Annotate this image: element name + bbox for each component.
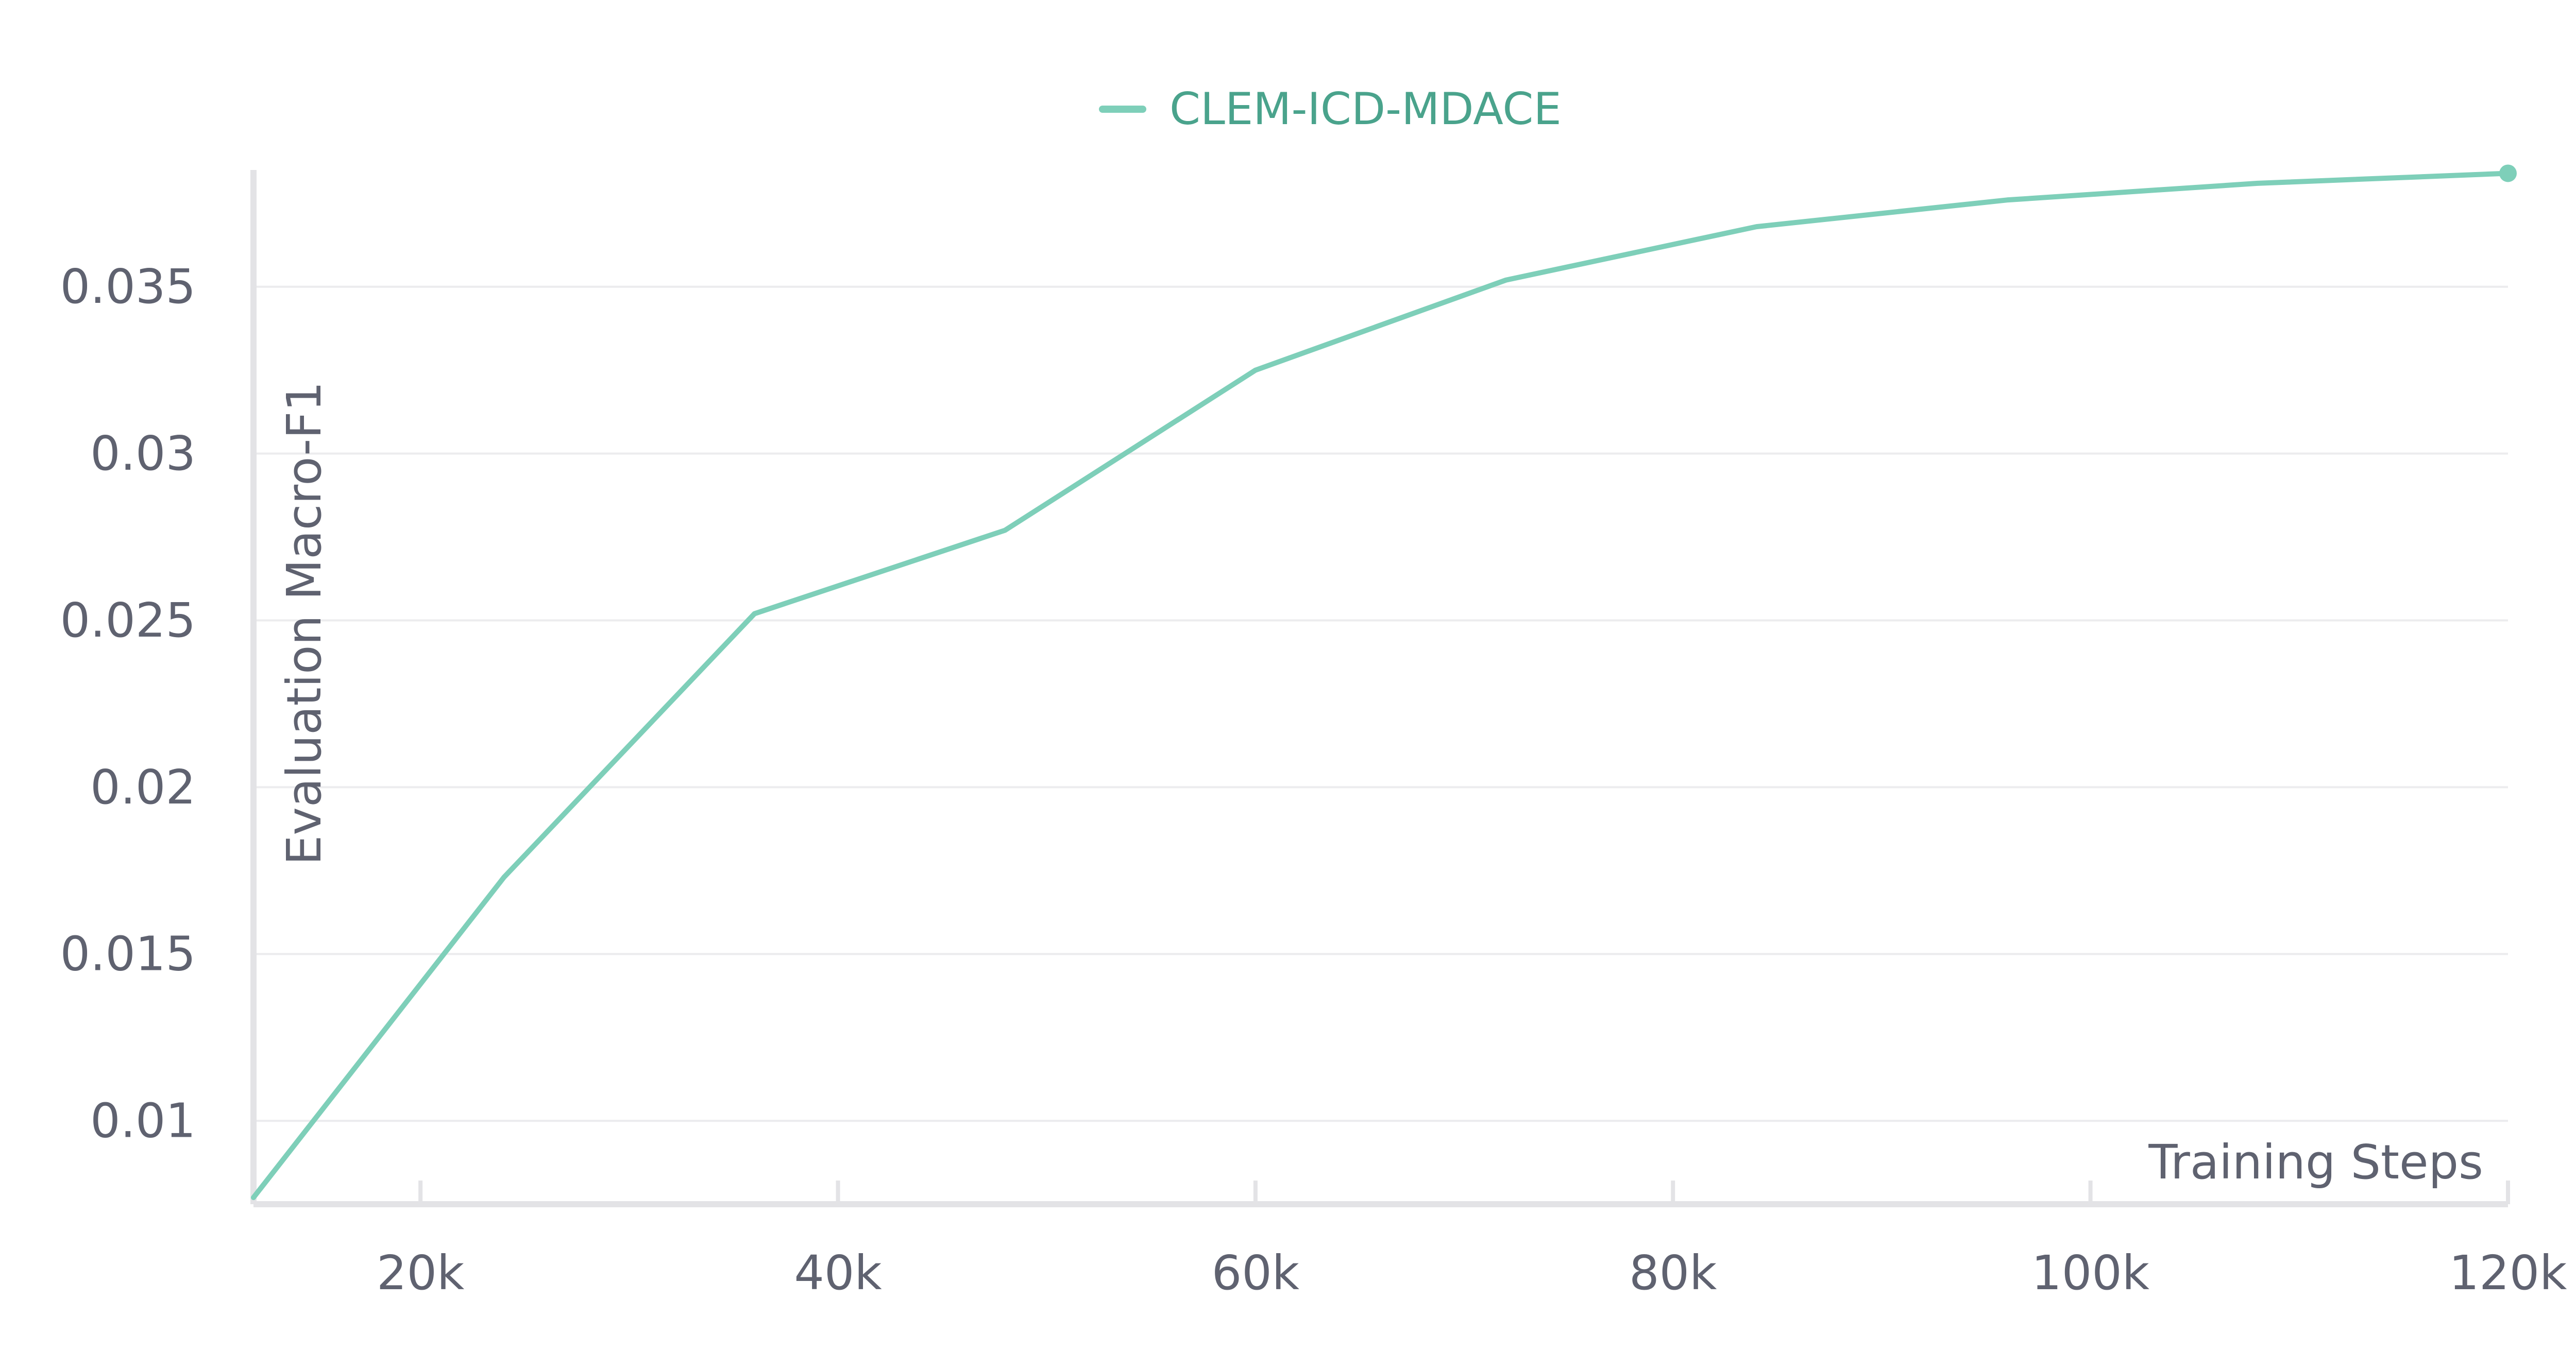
series-end-point[interactable] [2499, 164, 2517, 182]
grid-lines [253, 285, 2508, 1122]
series-lines [251, 164, 2517, 1201]
y-tick-label: 0.035 [60, 259, 196, 314]
axes [250, 170, 2508, 1207]
y-tick-labels: 0.01 0.015 0.02 0.025 0.03 0.035 [60, 259, 196, 1148]
x-ticks: 20k 40k 60k 80k 100k 120k [377, 1181, 2567, 1301]
x-axis-title: Training Steps [2148, 1135, 2483, 1190]
x-tick-label: 20k [377, 1245, 465, 1301]
x-tick-label: 80k [1629, 1245, 1717, 1301]
series-line-clem-icd-mdace[interactable] [251, 170, 2511, 1201]
x-tick-label: 60k [1212, 1245, 1300, 1301]
legend[interactable]: CLEM-ICD-MDACE [1099, 83, 1562, 135]
y-tick-label: 0.025 [60, 593, 196, 648]
legend-label-clem-icd-mdace: CLEM-ICD-MDACE [1170, 83, 1562, 135]
x-tick-label: 40k [794, 1245, 882, 1301]
y-tick-label: 0.015 [60, 927, 196, 982]
y-axis-title: Evaluation Macro-F1 [277, 381, 332, 865]
y-tick-label: 0.02 [90, 760, 196, 815]
y-tick-label: 0.03 [90, 426, 196, 481]
y-tick-label: 0.01 [90, 1093, 196, 1149]
x-tick-label: 120k [2449, 1245, 2568, 1301]
x-tick-label: 100k [2031, 1245, 2150, 1301]
